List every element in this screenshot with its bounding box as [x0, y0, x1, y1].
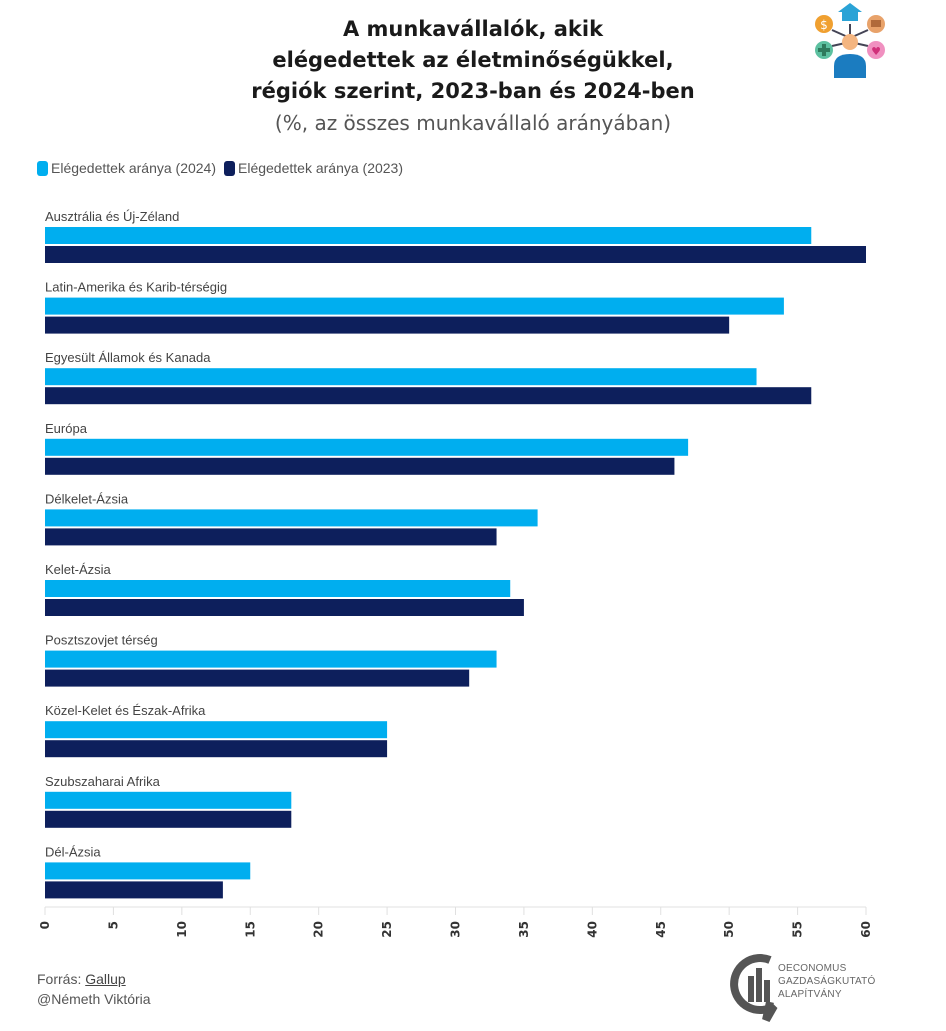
person-body-icon: [834, 54, 866, 78]
legend-item-2023[interactable]: Elégedettek aránya (2023): [224, 160, 403, 176]
house-icon: [838, 3, 862, 21]
org-line-1: OECONOMUS: [778, 963, 847, 974]
svg-text:♥: ♥: [871, 45, 881, 58]
bar-2023[interactable]: [45, 387, 812, 405]
footer: Forrás: Gallup @Németh Viktória: [37, 969, 151, 1009]
bar-2023[interactable]: [45, 740, 388, 758]
x-tick-label: 60: [859, 921, 873, 938]
category-label: Európa: [45, 421, 88, 436]
legend-item-2024[interactable]: Elégedettek aránya (2024): [37, 160, 216, 176]
category-label: Posztszovjet térség: [45, 633, 158, 648]
bar-2023[interactable]: [45, 316, 730, 334]
title-line-3: régiók szerint, 2023-ban és 2024-ben: [251, 79, 695, 103]
bar-2024[interactable]: [45, 368, 757, 386]
bar-2024[interactable]: [45, 297, 784, 315]
x-tick-label: 45: [654, 921, 668, 938]
bar-2024[interactable]: [45, 580, 511, 597]
chart-title: A munkavállalók, akik elégedettek az éle…: [0, 14, 946, 107]
author: @Németh Viktória: [37, 991, 151, 1007]
bar-2023[interactable]: [45, 457, 675, 475]
x-tick-label: 50: [722, 921, 736, 938]
category-label: Ausztrália és Új-Zéland: [45, 209, 179, 224]
bar-2023[interactable]: [45, 669, 470, 687]
title-line-2: elégedettek az életminőségükkel,: [272, 48, 674, 72]
x-tick-label: 55: [791, 921, 805, 938]
x-tick-label: 35: [517, 921, 531, 938]
bar-2024[interactable]: [45, 227, 812, 244]
source-line: Forrás: Gallup: [37, 969, 151, 989]
oeconomus-logo-icon: [730, 954, 778, 1022]
heart-icon: [867, 41, 885, 59]
org-line-2: GAZDASÁGKUTATÓ: [778, 976, 876, 987]
bar-2023[interactable]: [45, 246, 866, 263]
category-label: Közel-Kelet és Észak-Afrika: [45, 703, 206, 718]
bar-2023[interactable]: [45, 528, 497, 546]
people-wellbeing-icon: $ ♥: [815, 3, 885, 78]
x-tick-label: 30: [449, 921, 463, 938]
category-label: Egyesült Államok és Kanada: [45, 350, 211, 365]
legend-swatch-2024: [37, 160, 48, 176]
svg-text:$: $: [820, 18, 828, 32]
category-label: Szubszaharai Afrika: [45, 774, 161, 789]
bar-2024[interactable]: [45, 438, 689, 456]
x-tick-label: 0: [38, 921, 52, 929]
source-prefix: Forrás:: [37, 971, 86, 987]
bar-2024[interactable]: [45, 509, 538, 527]
category-label: Délkelet-Ázsia: [45, 491, 129, 506]
legend-swatch-2023: [224, 160, 235, 176]
x-tick-label: 10: [175, 921, 189, 938]
x-tick-label: 25: [380, 921, 394, 938]
x-tick-label: 15: [243, 921, 257, 938]
bar-2023[interactable]: [45, 881, 223, 899]
legend-label-2023: Elégedettek aránya (2023): [238, 160, 403, 176]
legend-label-2024: Elégedettek aránya (2024): [51, 160, 216, 176]
chart-legend: Elégedettek aránya (2024) Elégedettek ar…: [37, 160, 411, 176]
bar-2024[interactable]: [45, 650, 497, 668]
x-tick-label: 20: [312, 921, 326, 938]
title-line-1: A munkavállalók, akik: [342, 17, 604, 41]
x-tick-label: 5: [106, 921, 120, 929]
org-name: OECONOMUS GAZDASÁGKUTATÓ ALAPÍTVÁNY: [778, 962, 875, 1001]
org-line-3: ALAPÍTVÁNY: [778, 989, 842, 1000]
x-tick-label: 40: [585, 921, 599, 938]
bar-2024[interactable]: [45, 862, 251, 880]
category-label: Latin-Amerika és Karib-térségig: [45, 280, 227, 295]
bar-2023[interactable]: [45, 599, 524, 616]
chart-subtitle: (%, az összes munkavállaló arányában): [274, 111, 672, 135]
source-link[interactable]: Gallup: [85, 971, 126, 987]
bar-2024[interactable]: [45, 721, 388, 739]
person-head-icon: [842, 34, 858, 50]
bar-2024[interactable]: [45, 791, 292, 809]
bar-2023[interactable]: [45, 810, 292, 828]
category-label: Dél-Ázsia: [45, 844, 101, 859]
category-label: Kelet-Ázsia: [45, 562, 112, 577]
coin-icon: [815, 15, 833, 33]
